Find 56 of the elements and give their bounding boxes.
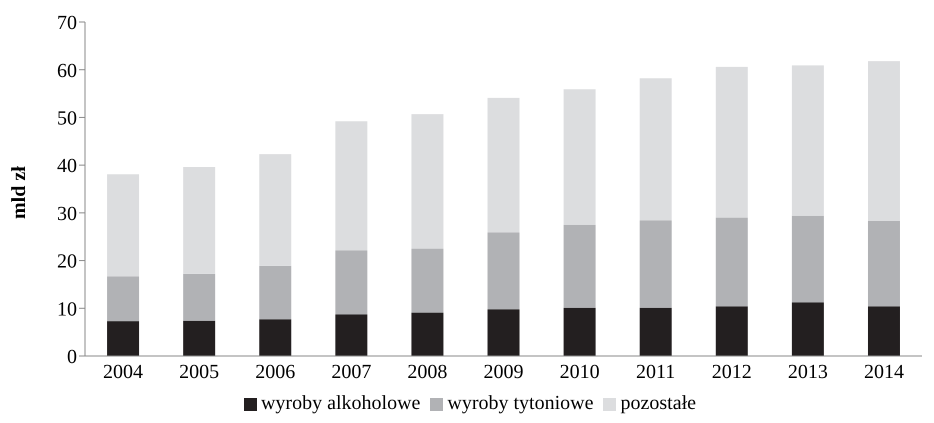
legend-label: pozostałe [620,392,696,414]
x-tick-label: 2013 [788,361,828,384]
bar [868,306,900,356]
bar [640,220,672,308]
y-tick-label: 50 [57,108,77,130]
bar [335,121,368,251]
x-tick-label: 2012 [712,361,752,384]
bar [183,274,216,321]
x-tick-label: 2011 [636,361,676,384]
y-tick-label: 20 [57,250,77,273]
x-tick-label: 2007 [331,361,372,384]
bar [259,154,292,266]
y-tick-label: 0 [67,346,77,368]
bar [868,61,900,221]
bar [107,174,140,276]
legend-label: wyroby tytoniowe [447,392,594,414]
x-tick-label: 2008 [407,361,448,384]
x-tick-label: 2006 [255,361,296,384]
x-tick-label: 2010 [560,361,600,384]
bar [640,308,672,356]
bar [488,232,520,310]
bar [259,266,292,320]
bar [792,302,824,356]
bar [107,321,140,356]
y-tick-label: 40 [57,155,77,178]
bar [411,248,444,313]
bar [564,224,596,308]
bar [640,78,672,220]
x-tick-label: 2014 [864,361,904,384]
y-axis-title: mld zł [8,166,30,219]
y-tick-label: 10 [57,298,77,320]
bar [792,216,824,303]
bar [792,65,824,216]
bar [716,306,748,356]
y-tick-label: 60 [57,60,77,82]
bar [411,114,444,249]
bar [716,66,748,218]
y-tick-label: 30 [57,202,77,225]
bar [183,167,216,274]
bar [335,250,368,314]
bar [335,314,368,356]
bar [107,276,140,322]
bar [564,89,596,225]
y-tick-label: 70 [57,12,77,34]
x-tick-label: 2004 [103,361,144,384]
bar [488,309,520,356]
bar [259,319,292,356]
x-tick-label: 2009 [484,361,524,384]
bar [564,308,596,356]
bar [411,312,444,356]
bar [183,320,216,356]
x-tick-label: 2005 [179,361,220,384]
bar [716,218,748,306]
bar [488,98,520,232]
bar [868,220,900,306]
legend-label: wyroby alkoholowe [260,392,420,414]
